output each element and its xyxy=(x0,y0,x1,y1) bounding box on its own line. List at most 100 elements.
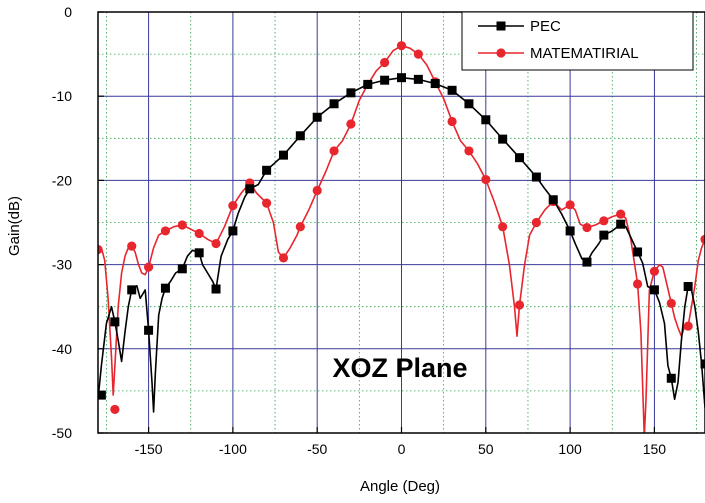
x-axis-title: Angle (Deg) xyxy=(360,478,440,495)
data-point-matematirial xyxy=(262,198,272,208)
data-point-matematirial xyxy=(312,185,322,196)
x-tick-label: 50 xyxy=(478,441,494,457)
data-point-pec xyxy=(211,284,221,294)
y-tick-label: -40 xyxy=(52,341,72,357)
data-point-matematirial xyxy=(295,222,305,232)
y-tick-label: -30 xyxy=(52,257,72,273)
data-point-matematirial xyxy=(599,216,609,226)
data-point-pec xyxy=(649,285,659,295)
data-point-pec xyxy=(464,99,474,109)
data-point-matematirial xyxy=(194,228,204,239)
data-point-matematirial xyxy=(464,146,474,156)
legend-entry-pec: PEC xyxy=(478,18,561,35)
plot-annotation: XOZ Plane xyxy=(332,353,467,383)
data-point-pec xyxy=(515,153,525,163)
x-tick-label: 0 xyxy=(398,441,406,457)
data-point-matematirial xyxy=(565,200,575,210)
data-point-matematirial xyxy=(514,300,525,310)
data-point-pec xyxy=(582,257,592,267)
data-point-pec xyxy=(110,317,120,327)
series-matematirial xyxy=(98,41,705,433)
y-axis-title: Gain(dB) xyxy=(6,196,23,256)
data-point-matematirial xyxy=(396,41,407,51)
data-point-pec xyxy=(177,264,187,274)
x-tick-label: -100 xyxy=(219,441,247,457)
x-tick-label: 100 xyxy=(558,441,582,457)
data-point-matematirial xyxy=(228,201,238,211)
x-tick-label: -150 xyxy=(135,441,163,457)
data-point-matematirial xyxy=(278,253,289,263)
data-point-pec xyxy=(262,165,272,175)
data-point-pec xyxy=(127,285,137,295)
legend-marker-pec xyxy=(496,21,506,31)
data-point-pec xyxy=(329,99,339,109)
data-point-pec xyxy=(633,247,643,257)
data-point-matematirial xyxy=(447,116,457,127)
data-point-matematirial xyxy=(98,244,103,255)
data-point-pec xyxy=(397,73,406,83)
data-point-pec xyxy=(228,226,238,236)
data-point-pec xyxy=(245,184,255,194)
data-point-pec xyxy=(295,131,305,141)
data-point-pec xyxy=(599,230,609,240)
data-point-pec xyxy=(160,283,170,293)
data-point-pec xyxy=(447,85,457,95)
data-point-pec xyxy=(666,373,676,383)
legend: PEC MATEMATIRIAL xyxy=(461,11,694,71)
data-point-pec xyxy=(683,281,693,291)
y-tick-label: 0 xyxy=(64,4,72,20)
data-point-matematirial xyxy=(632,279,643,289)
data-point-pec xyxy=(380,75,390,85)
data-point-matematirial xyxy=(380,57,390,68)
x-tick-label: -50 xyxy=(307,441,327,457)
legend-label-matematirial: MATEMATIRIAL xyxy=(530,45,639,62)
data-point-pec xyxy=(565,226,575,236)
data-point-matematirial xyxy=(531,217,541,228)
data-point-matematirial xyxy=(498,222,508,232)
data-point-pec xyxy=(312,112,322,122)
data-point-matematirial xyxy=(649,266,660,276)
axis-ticks xyxy=(98,11,656,434)
data-point-matematirial xyxy=(700,234,705,244)
data-point-pec xyxy=(98,390,106,400)
legend-entry-matematirial: MATEMATIRIAL xyxy=(478,45,639,62)
grid xyxy=(98,12,705,433)
data-point-matematirial xyxy=(346,119,356,129)
y-tick-label: -20 xyxy=(52,172,72,188)
data-point-pec xyxy=(363,79,373,89)
data-point-matematirial xyxy=(683,321,693,331)
data-point-pec xyxy=(616,219,626,229)
tick-labels: -150 -100 -50 0 50 100 150 0 -10 -20 -30 -40 -50 xyxy=(52,4,667,457)
data-point-pec xyxy=(346,88,356,98)
y-tick-label: -50 xyxy=(52,425,72,441)
data-point-matematirial xyxy=(666,298,676,308)
data-point-matematirial xyxy=(616,209,626,219)
x-tick-label: 150 xyxy=(643,441,667,457)
data-point-matematirial xyxy=(582,222,592,233)
series-layer xyxy=(98,41,705,433)
data-point-pec xyxy=(548,195,558,205)
data-point-pec xyxy=(481,115,491,125)
data-point-matematirial xyxy=(481,174,491,185)
data-point-pec xyxy=(194,248,204,258)
legend-label-pec: PEC xyxy=(530,18,561,35)
data-point-matematirial xyxy=(413,49,423,59)
data-point-pec xyxy=(413,74,423,84)
data-point-pec xyxy=(430,79,440,89)
data-point-pec xyxy=(278,150,288,160)
data-point-pec xyxy=(144,325,154,335)
data-point-matematirial xyxy=(110,404,120,415)
data-point-matematirial xyxy=(127,241,137,251)
y-tick-label: -10 xyxy=(52,88,72,104)
legend-marker-matematirial xyxy=(496,48,506,58)
data-point-matematirial xyxy=(177,220,187,230)
series-pec xyxy=(98,73,705,413)
data-point-pec xyxy=(498,134,508,144)
data-point-matematirial xyxy=(329,146,339,156)
data-point-matematirial xyxy=(211,238,221,249)
data-point-pec xyxy=(700,359,705,369)
data-point-matematirial xyxy=(160,226,171,236)
data-point-matematirial xyxy=(143,262,154,272)
data-point-pec xyxy=(531,172,541,182)
